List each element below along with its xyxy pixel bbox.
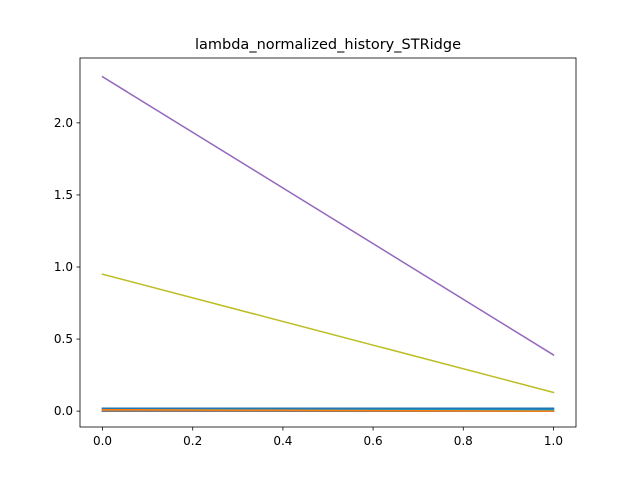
chart-title: lambda_normalized_history_STRidge <box>195 37 461 53</box>
x-tick-label: 0.8 <box>454 434 473 448</box>
y-tick-label: 1.5 <box>54 188 73 202</box>
series-line-9 <box>101 273 555 394</box>
series-line-11 <box>101 407 555 410</box>
x-tick-label: 1.0 <box>544 434 563 448</box>
series-line-5 <box>101 75 555 356</box>
series-layer <box>101 75 555 412</box>
x-tick-label: 0.2 <box>183 434 202 448</box>
x-axis: 0.0 0.2 0.4 0.6 0.8 1.0 <box>93 427 563 448</box>
x-tick-label: 0.4 <box>273 434 292 448</box>
y-axis: 0.0 0.5 1.0 1.5 2.0 <box>54 116 80 418</box>
x-tick-label: 0.6 <box>364 434 383 448</box>
axes-frame <box>79 57 577 428</box>
x-tick-label: 0.0 <box>93 434 112 448</box>
y-tick-label: 1.0 <box>54 260 73 274</box>
y-tick-label: 0.0 <box>54 404 73 418</box>
series-line-12 <box>101 408 555 412</box>
y-tick-label: 0.5 <box>54 332 73 346</box>
y-tick-label: 2.0 <box>54 116 73 130</box>
